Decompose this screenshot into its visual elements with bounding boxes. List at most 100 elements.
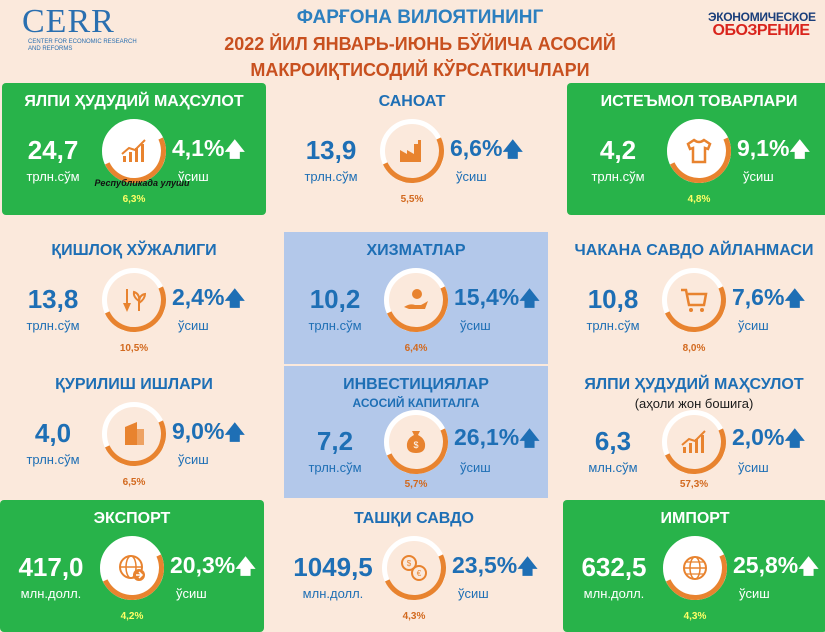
indicator-ring [374, 258, 458, 342]
arrow-up-icon: 🡅 [502, 139, 523, 161]
growth-rate: 25,8%🡅 [733, 552, 819, 586]
svg-text:€: € [417, 569, 422, 578]
indicator-ring [92, 258, 176, 342]
page-title: ФАРҒОНА ВИЛОЯТИНИНГ 2022 ЙИЛ ЯНВАРЬ-ИЮНЬ… [150, 5, 690, 83]
growth-value: 4,1% [172, 135, 225, 161]
growth-rate: 15,4%🡅 [454, 284, 540, 318]
republic-share: 4,3% [402, 611, 426, 622]
chart-growth-icon [679, 427, 709, 457]
indicator-name: ИМПОРТ [660, 510, 730, 527]
indicator-name: ЧАКАНА САВДО АЙЛАНМАСИ [574, 242, 814, 259]
title-line-3: МАКРОИҚТИСОДИЙ КЎРСАТКИЧЛАРИ [250, 60, 590, 80]
svg-text:$: $ [407, 559, 412, 568]
indicator-value: 6,3 [594, 426, 632, 456]
indicator-unit: трлн.сўм [591, 169, 645, 184]
republic-share: 5,7% [404, 479, 428, 490]
arrow-up-icon: 🡅 [784, 428, 805, 450]
factory-icon [397, 136, 427, 166]
tshirt-icon [684, 136, 714, 166]
growth-value: 2,0% [732, 424, 785, 450]
indicator-unit: трлн.сўм [308, 460, 362, 475]
indicator-unit: млн.долл. [302, 586, 364, 601]
republic-share: 6,3% [122, 194, 146, 205]
growth-rate: 20,3%🡅 [170, 552, 256, 586]
indicator-value: 1049,5 [293, 552, 373, 582]
republic-share: 5,5% [400, 194, 424, 205]
indicator-tile: ҚИШЛОҚ ХЎЖАЛИГИ 13,8 трлн.сўм 2,4%🡅 ўсиш 10,5… [2, 232, 266, 364]
indicator-unit: трлн.сўм [308, 318, 362, 333]
arrow-up-icon: 🡅 [789, 139, 810, 161]
growth-rate: 23,5%🡅 [452, 552, 538, 586]
arrow-up-icon: 🡅 [235, 556, 256, 578]
globe-export-icon [117, 553, 147, 583]
logo-line-1: ЭКОНОМИЧЕСКОЕ [708, 10, 816, 24]
republic-share: 8,0% [682, 343, 706, 354]
indicator-ring [92, 392, 176, 476]
republic-share: 4,8% [687, 194, 711, 205]
growth-value: 23,5% [452, 552, 518, 578]
growth-value: 15,4% [454, 284, 520, 310]
growth-label: ўсиш [460, 318, 491, 333]
indicator-ring [652, 400, 736, 484]
indicator-tile: ЯЛПИ ҲУДУДИЙ МАҲСУЛОТ 24,7 трлн.сўм 4,1%🡅 ўс… [2, 83, 266, 215]
arrow-up-icon: 🡅 [519, 288, 540, 310]
building-icon [119, 419, 149, 449]
growth-rate: 26,1%🡅 [454, 424, 540, 458]
indicator-tile: ИМПОРТ 632,5 млн.долл. 25,8%🡅 ўсиш 4,3% [563, 500, 825, 632]
indicator-value: 10,8 [587, 284, 639, 314]
growth-value: 2,4% [172, 284, 225, 310]
indicator-value: 24,7 [27, 135, 79, 165]
indicator-tile: ҚУРИЛИШ ИШЛАРИ 4,0 трлн.сўм 9,0%🡅 ўсиш 6,5% [2, 366, 266, 498]
arrow-up-icon: 🡅 [224, 139, 245, 161]
growth-label: ўсиш [743, 169, 774, 184]
republic-share: 6,4% [404, 343, 428, 354]
indicator-unit: млн.сўм [588, 460, 638, 475]
growth-label: ўсиш [178, 318, 209, 333]
indicator-name: ҚИШЛОҚ ХЎЖАЛИГИ [51, 242, 217, 259]
indicator-value: 7,2 [316, 426, 354, 456]
indicator-subtitle: (аҳоли жон бошига) [634, 396, 754, 411]
indicator-value: 4,2 [599, 135, 637, 165]
growth-label: ўсиш [738, 318, 769, 333]
indicator-name: ТАШҚИ САВДО [353, 510, 474, 527]
arrow-up-icon: 🡅 [784, 288, 805, 310]
arrow-up-icon: 🡅 [519, 428, 540, 450]
indicator-tile: САНОАТ 13,9 трлн.сўм 6,6%🡅 ўсиш 5,5% [280, 83, 544, 215]
arrow-up-icon: 🡅 [798, 556, 819, 578]
arrow-up-icon: 🡅 [224, 422, 245, 444]
growth-label: ўсиш [739, 586, 770, 601]
indicator-unit: трлн.сўм [26, 318, 80, 333]
indicator-unit: трлн.сўм [586, 318, 640, 333]
growth-rate: 2,0%🡅 [732, 424, 805, 458]
shovel-plant-icon [119, 285, 149, 315]
arrow-up-icon: 🡅 [224, 288, 245, 310]
indicator-ring: $ [374, 400, 458, 484]
growth-label: ўсиш [458, 586, 489, 601]
indicator-unit: млн.долл. [20, 586, 82, 601]
indicator-value: 4,0 [34, 418, 72, 448]
growth-value: 9,1% [737, 135, 790, 161]
indicator-ring: $ € [372, 526, 456, 610]
cerr-logo: CERR CENTER FOR ECONOMIC RESEARCH AND RE… [22, 5, 142, 53]
indicator-value: 417,0 [18, 552, 84, 582]
money-bag-icon: $ [401, 427, 431, 457]
indicator-tile: ИСТЕЪМОЛ ТОВАРЛАРИ 4,2 трлн.сўм 9,1%🡅 ўсиш 4,… [567, 83, 825, 215]
svg-text:$: $ [413, 440, 418, 450]
indicator-tile: ЯЛПИ ҲУДУДИЙ МАҲСУЛОТ (аҳоли жон бошига) 6… [562, 366, 825, 498]
indicator-value: 10,2 [309, 284, 361, 314]
indicator-name: ИНВЕСТИЦИЯЛАР [343, 376, 489, 393]
growth-value: 7,6% [732, 284, 785, 310]
growth-value: 9,0% [172, 418, 225, 444]
growth-label: ўсиш [178, 169, 209, 184]
indicator-value: 632,5 [581, 552, 647, 582]
logo-line-2: ОБОЗРЕНИЕ [712, 22, 810, 39]
indicator-ring [653, 526, 737, 610]
indicator-tile: ТАШҚИ САВДО 1049,5 млн.долл. $ €23,5%🡅 ўсиш 4,… [282, 500, 546, 632]
title-line-2: 2022 ЙИЛ ЯНВАРЬ-ИЮНЬ БЎЙИЧА АСОСИЙ [224, 34, 616, 54]
growth-label: ўсиш [176, 586, 207, 601]
growth-value: 20,3% [170, 552, 236, 578]
chart-growth-icon [119, 136, 149, 166]
indicator-unit: трлн.сўм [26, 452, 80, 467]
indicator-tile: ЧАКАНА САВДО АЙЛАНМАСИ 10,8 трлн.сўм 7,6%🡅 ў… [562, 232, 825, 364]
growth-rate: 2,4%🡅 [172, 284, 245, 318]
